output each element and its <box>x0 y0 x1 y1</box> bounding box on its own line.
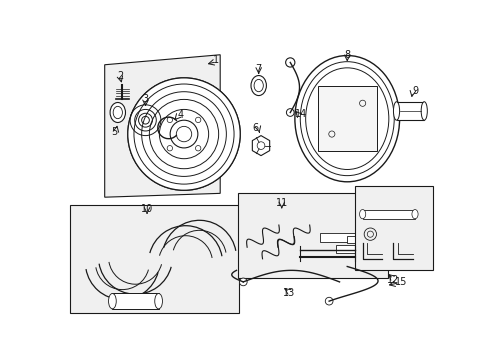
Text: 2: 2 <box>117 71 123 81</box>
Bar <box>362 210 414 219</box>
Polygon shape <box>104 55 220 197</box>
Ellipse shape <box>294 55 399 182</box>
Circle shape <box>127 78 240 190</box>
Ellipse shape <box>420 102 427 120</box>
Bar <box>112 293 158 309</box>
Text: 3: 3 <box>142 94 148 104</box>
Ellipse shape <box>250 76 266 95</box>
Bar <box>317 86 376 151</box>
Ellipse shape <box>359 210 365 219</box>
Bar <box>354 186 432 270</box>
Bar <box>70 205 239 313</box>
Text: 14: 14 <box>294 109 306 119</box>
Text: 6: 6 <box>252 123 258 133</box>
Text: 13: 13 <box>283 288 295 298</box>
Ellipse shape <box>110 103 125 122</box>
Bar <box>320 233 354 242</box>
Bar <box>335 245 362 253</box>
Ellipse shape <box>108 293 116 309</box>
Text: 4: 4 <box>177 110 183 120</box>
Ellipse shape <box>154 293 162 309</box>
Bar <box>238 193 387 278</box>
Circle shape <box>167 145 172 151</box>
Circle shape <box>195 145 201 151</box>
Circle shape <box>239 278 246 286</box>
Circle shape <box>170 120 198 148</box>
Text: 5: 5 <box>111 127 118 137</box>
Ellipse shape <box>411 210 417 219</box>
Circle shape <box>195 117 201 123</box>
Text: 15: 15 <box>394 277 407 287</box>
Circle shape <box>325 297 332 305</box>
Text: 1: 1 <box>213 55 219 65</box>
Polygon shape <box>252 136 269 156</box>
Text: 10: 10 <box>141 204 153 214</box>
Bar <box>346 236 373 243</box>
Circle shape <box>285 58 294 67</box>
Circle shape <box>286 109 293 116</box>
Text: 11: 11 <box>275 198 287 208</box>
Circle shape <box>167 117 172 123</box>
Ellipse shape <box>393 102 399 120</box>
Text: 9: 9 <box>411 86 417 96</box>
Bar <box>396 102 424 120</box>
Text: 8: 8 <box>344 50 349 60</box>
Text: 12: 12 <box>386 275 399 285</box>
Text: 7: 7 <box>255 64 261 73</box>
